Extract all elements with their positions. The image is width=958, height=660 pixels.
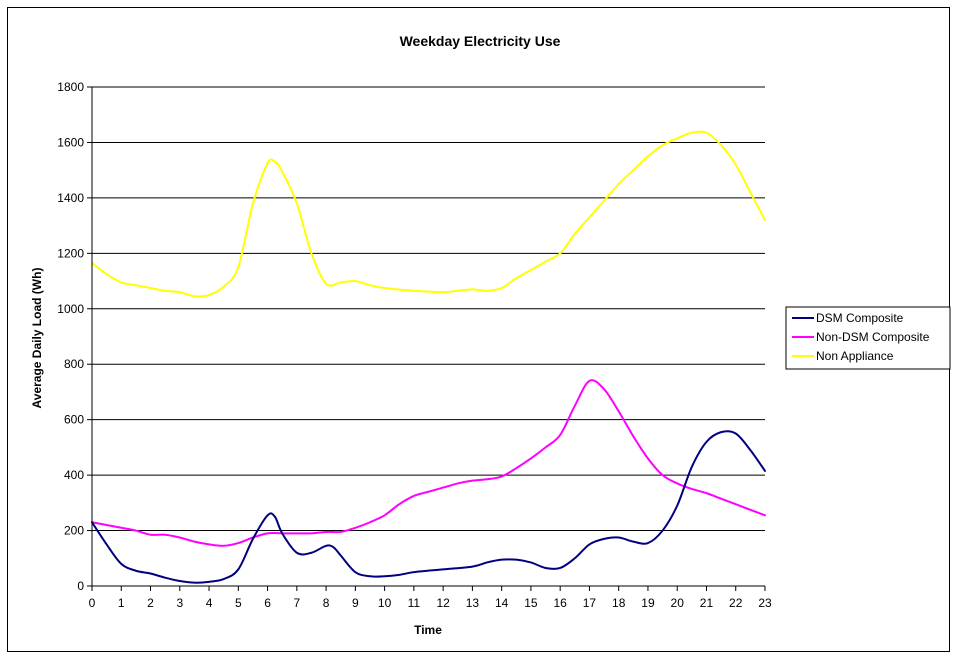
x-tick-label: 7 — [293, 596, 300, 610]
x-tick-label: 22 — [729, 596, 743, 610]
x-tick-label: 17 — [583, 596, 597, 610]
x-tick-label: 23 — [758, 596, 772, 610]
x-tick-label: 16 — [553, 596, 567, 610]
y-tick-label: 1200 — [57, 246, 84, 260]
x-tick-label: 3 — [176, 596, 183, 610]
legend-label-dsm-composite: DSM Composite — [816, 311, 904, 325]
series-non-appliance-line — [91, 130, 766, 298]
y-tick-label: 0 — [77, 579, 84, 593]
legend: DSM Composite Non-DSM Composite Non Applia… — [785, 306, 951, 370]
x-tick-label: 9 — [352, 596, 359, 610]
y-tick-label: 600 — [64, 413, 84, 427]
series-layer — [91, 130, 766, 584]
x-tick-label: 11 — [408, 596, 421, 610]
x-tick-label: 15 — [524, 596, 538, 610]
y-tick-label: 1600 — [57, 135, 84, 149]
x-tick-label: 14 — [495, 596, 509, 610]
x-tick-label: 12 — [436, 596, 450, 610]
series-dsm-composite-line — [91, 430, 766, 584]
legend-label-non-appliance: Non Appliance — [816, 349, 894, 363]
x-tick-label: 13 — [466, 596, 480, 610]
y-tick-label: 400 — [64, 468, 84, 482]
legend-label-non-dsm-composite: Non-DSM Composite — [816, 330, 930, 344]
x-tick-label: 20 — [671, 596, 685, 610]
x-tick-label: 21 — [700, 596, 714, 610]
y-axis-title: Average Daily Load (Wh) — [30, 268, 44, 409]
x-tick-label: 18 — [612, 596, 626, 610]
x-tick-label: 5 — [235, 596, 242, 610]
grid-layer — [92, 86, 765, 532]
x-tick-label: 6 — [264, 596, 271, 610]
chart-title: Weekday Electricity Use — [400, 33, 561, 49]
x-tick-label: 0 — [89, 596, 96, 610]
y-tick-label: 1000 — [57, 302, 84, 316]
x-tick-label: 10 — [378, 596, 392, 610]
x-tick-label: 4 — [206, 596, 213, 610]
y-tick-label: 1400 — [57, 191, 84, 205]
y-tick-label: 200 — [64, 524, 84, 538]
y-tick-label: 800 — [64, 357, 84, 371]
x-tick-label: 19 — [641, 596, 655, 610]
x-tick-label: 8 — [323, 596, 330, 610]
x-axis-title: Time — [414, 623, 442, 637]
y-tick-label: 1800 — [57, 80, 84, 94]
x-tick-label: 2 — [147, 596, 154, 610]
x-tick-label: 1 — [118, 596, 125, 610]
series-non-dsm-composite-line — [91, 379, 766, 547]
